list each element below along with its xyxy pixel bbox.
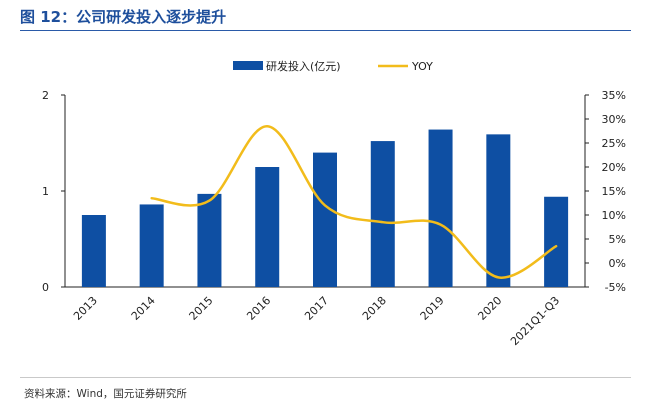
bar-series: [81, 129, 569, 287]
left-tick-label: 0: [42, 281, 49, 294]
x-tick-label: 2015: [187, 294, 216, 323]
x-tick-label: 2017: [302, 294, 331, 323]
x-tick-label: 2013: [71, 294, 100, 323]
right-tick-label: 20%: [602, 161, 626, 174]
right-tick-label: 10%: [602, 209, 626, 222]
combo-chart: 研发投入(亿元) YOY 0 1 2 -5% 0% 5% 10% 15% 20% 25% 30% 3…: [42, 59, 626, 348]
bar-2020: [486, 134, 511, 287]
bar-2019: [428, 129, 453, 287]
source-note: 资料来源：Wind，国元证券研究所: [24, 388, 187, 400]
bar-2018: [370, 141, 395, 287]
bar-2021Q1-Q3: [544, 196, 569, 287]
right-tick-label: -5%: [605, 281, 626, 294]
chart-legend: 研发投入(亿元) YOY: [233, 59, 433, 73]
x-axis-labels: 2013 2014 2015 2016 2017 2018 2019 2020 2021Q1-Q…: [71, 294, 562, 348]
x-tick-label: 2020: [475, 294, 504, 323]
right-tick-label: 35%: [602, 89, 626, 102]
legend-line-label: YOY: [411, 60, 433, 73]
figure-title: 图 12：公司研发投入逐步提升: [20, 8, 227, 26]
right-tick-label: 15%: [602, 185, 626, 198]
title-divider: [20, 30, 631, 31]
x-tick-label: 2018: [360, 294, 389, 323]
footer-divider: [20, 377, 631, 378]
legend-bar-label: 研发投入(亿元): [266, 59, 341, 73]
right-tick-label: 5%: [609, 233, 626, 246]
bar-2016: [255, 167, 280, 287]
left-tick-label: 2: [42, 89, 49, 102]
x-tick-label: 2016: [244, 294, 273, 323]
right-tick-label: 30%: [602, 113, 626, 126]
yoy-series: [150, 124, 558, 279]
bar-2014: [139, 204, 164, 287]
bar-2013: [81, 215, 106, 287]
right-tick-label: 25%: [602, 137, 626, 150]
bar-2015: [197, 193, 222, 287]
yoy-line: [150, 124, 558, 279]
x-tick-label: 2014: [129, 294, 158, 323]
x-tick-label: 2021Q1-Q3: [508, 294, 562, 348]
bar-2017: [313, 152, 337, 287]
x-tick-label: 2019: [418, 294, 447, 323]
right-tick-label: 0%: [609, 257, 626, 270]
left-tick-label: 1: [42, 185, 49, 198]
right-axis-ticks: -5% 0% 5% 10% 15% 20% 25% 30% 35%: [585, 89, 626, 294]
left-axis-ticks: 0 1 2: [42, 89, 65, 294]
legend-bar-swatch: [233, 61, 263, 70]
